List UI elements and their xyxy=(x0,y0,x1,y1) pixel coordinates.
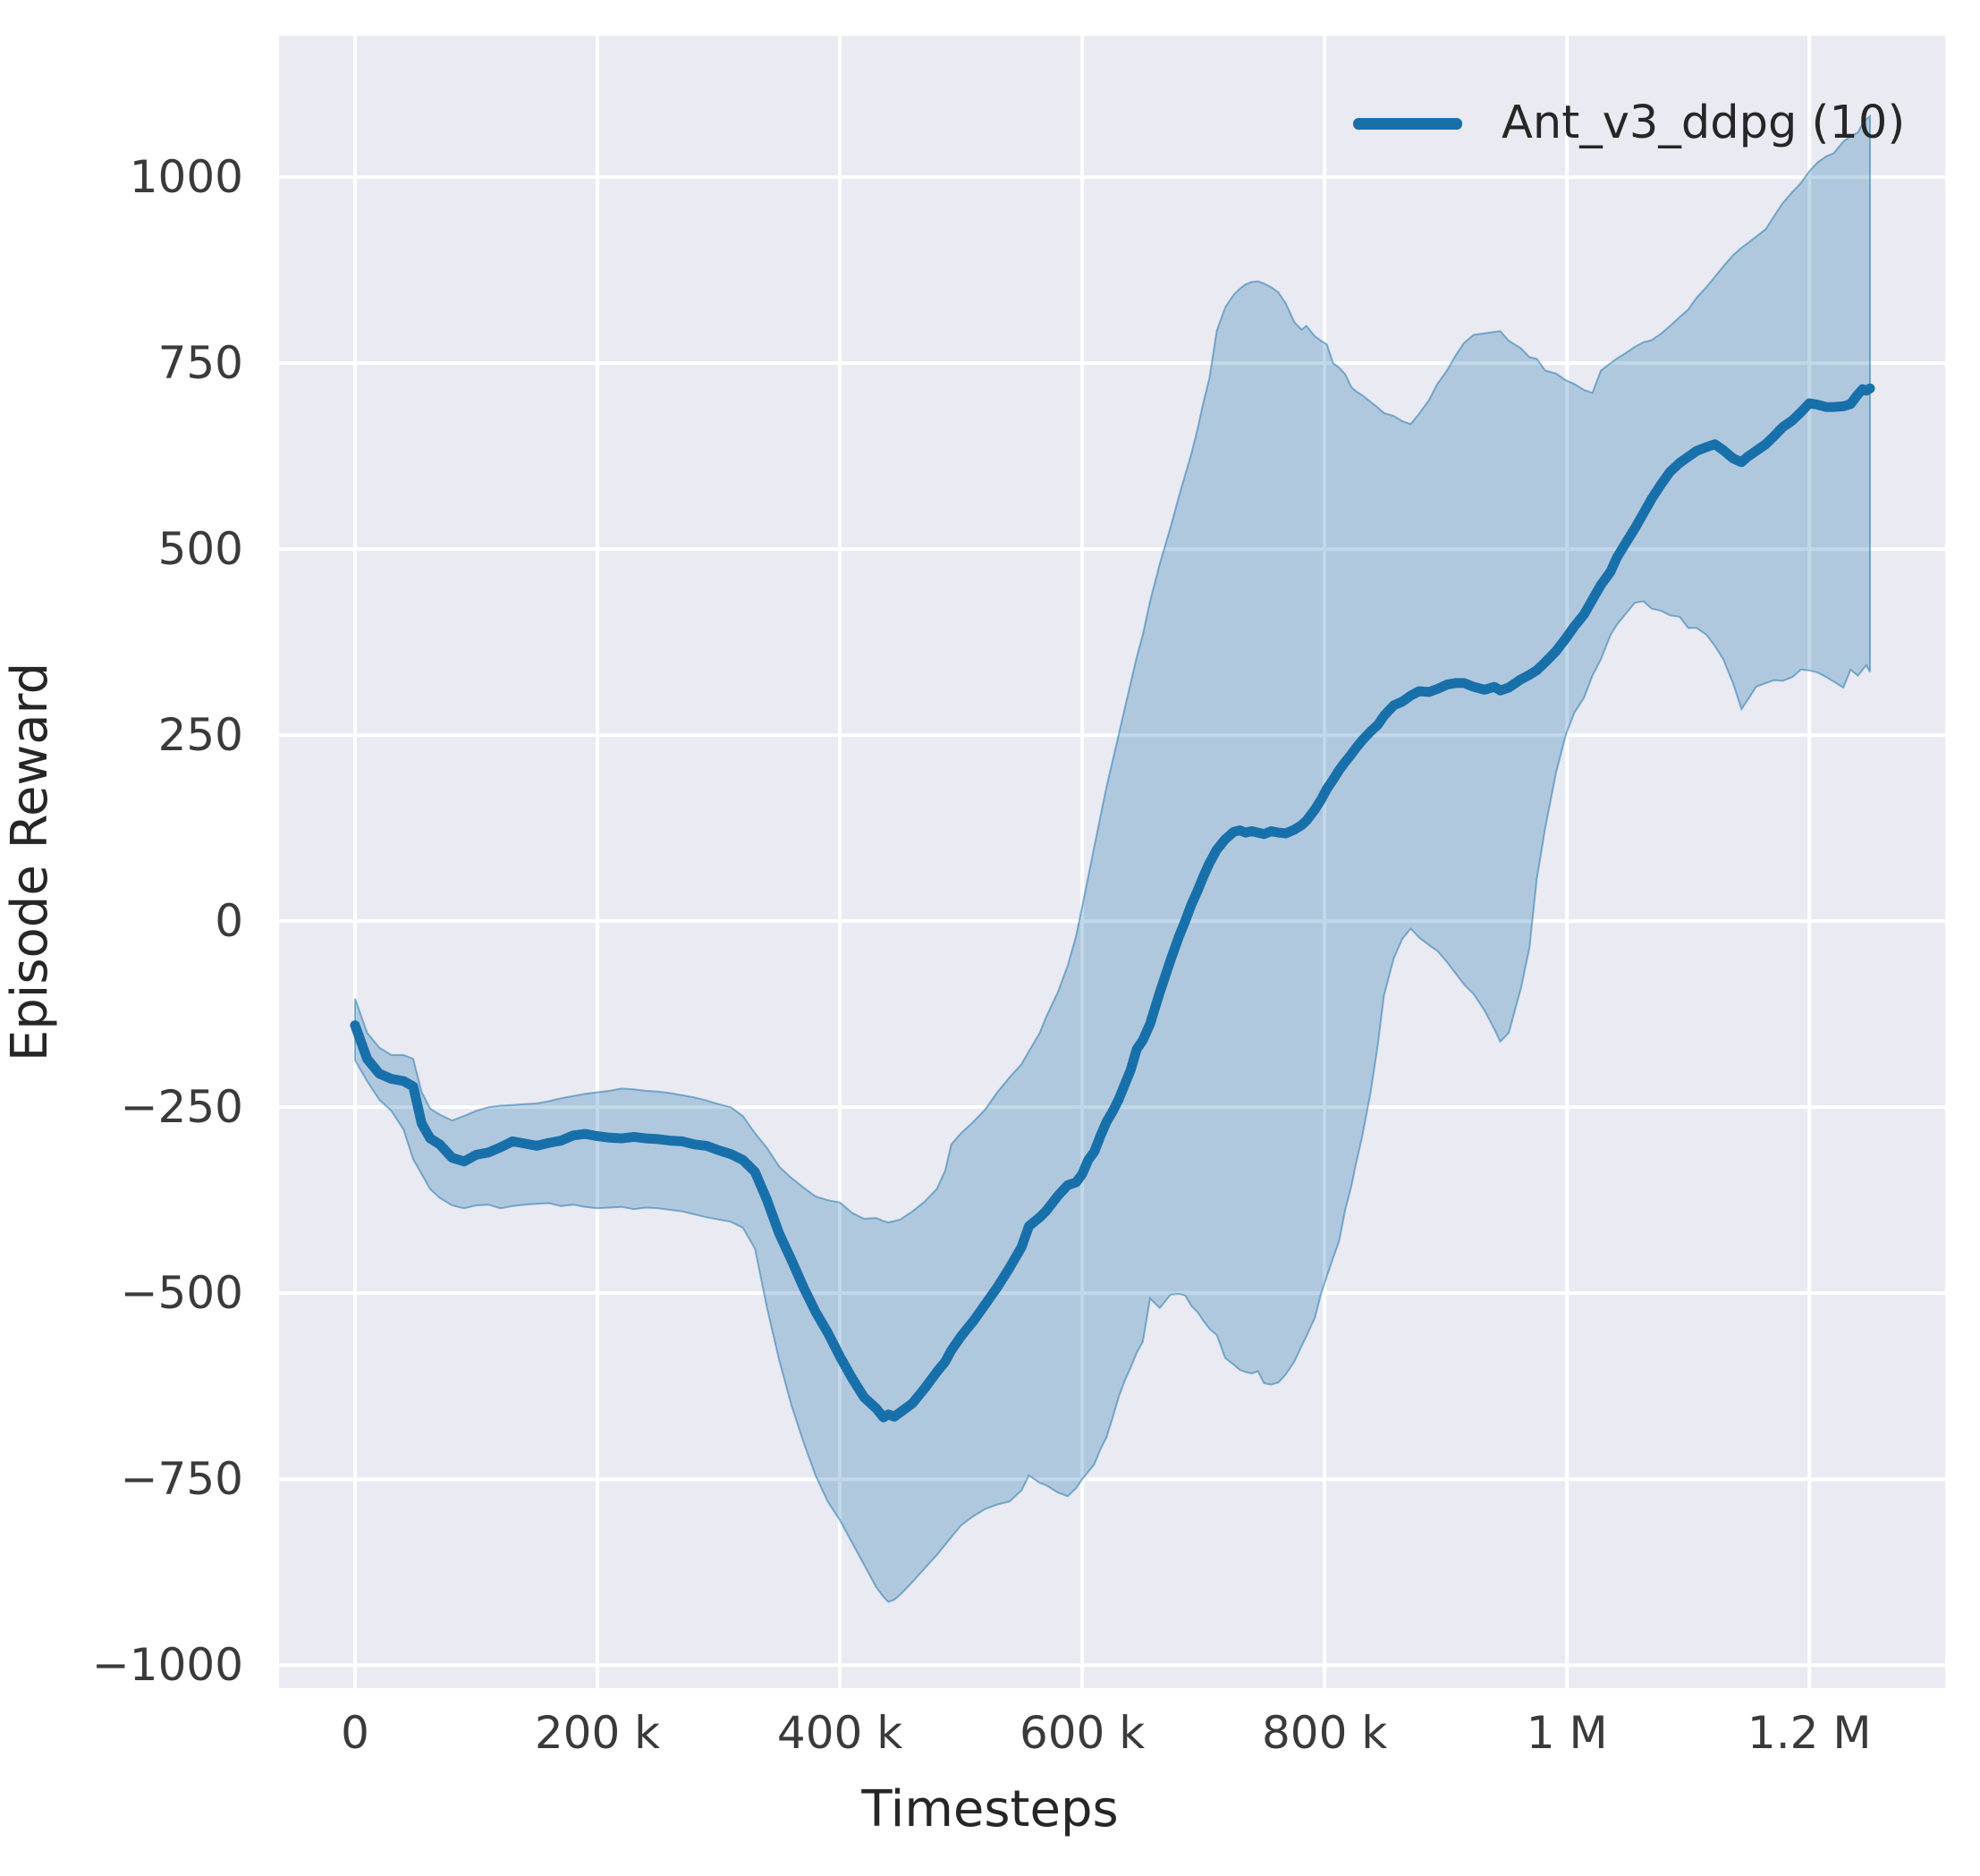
x-tick-label: 1.2 M xyxy=(1747,1707,1872,1759)
legend: Ant_v3_ddpg (10) xyxy=(1353,92,1905,155)
plot-panel xyxy=(279,36,1945,1688)
x-tick-label: 400 k xyxy=(776,1707,903,1759)
x-axis-label: Timesteps xyxy=(861,1780,1119,1838)
x-tick-label: 600 k xyxy=(1019,1707,1146,1759)
y-tick-label: −500 xyxy=(120,1267,243,1320)
x-tick-label: 800 k xyxy=(1261,1707,1388,1759)
x-tick-label: 0 xyxy=(341,1707,369,1759)
y-tick-label: −250 xyxy=(120,1081,243,1134)
y-tick-label: 250 xyxy=(157,709,243,762)
mean-reward-line xyxy=(350,383,1875,1423)
y-tick-label: 500 xyxy=(157,523,243,576)
y-tick-label: 1000 xyxy=(129,151,243,204)
y-tick-label: 0 xyxy=(215,895,243,948)
confidence-band xyxy=(354,114,1871,1603)
y-tick-label: 750 xyxy=(157,337,243,390)
y-tick-label: −750 xyxy=(120,1453,243,1506)
gridlines xyxy=(279,36,1945,1688)
y-axis-label: Episode Reward xyxy=(1,662,59,1062)
x-tick-label: 200 k xyxy=(534,1707,661,1759)
y-tick-label: −1000 xyxy=(91,1639,243,1692)
x-tick-label: 1 M xyxy=(1526,1707,1608,1759)
legend-series-label: Ant_v3_ddpg (10) xyxy=(1502,97,1906,149)
legend-line-swatch xyxy=(1353,117,1462,130)
